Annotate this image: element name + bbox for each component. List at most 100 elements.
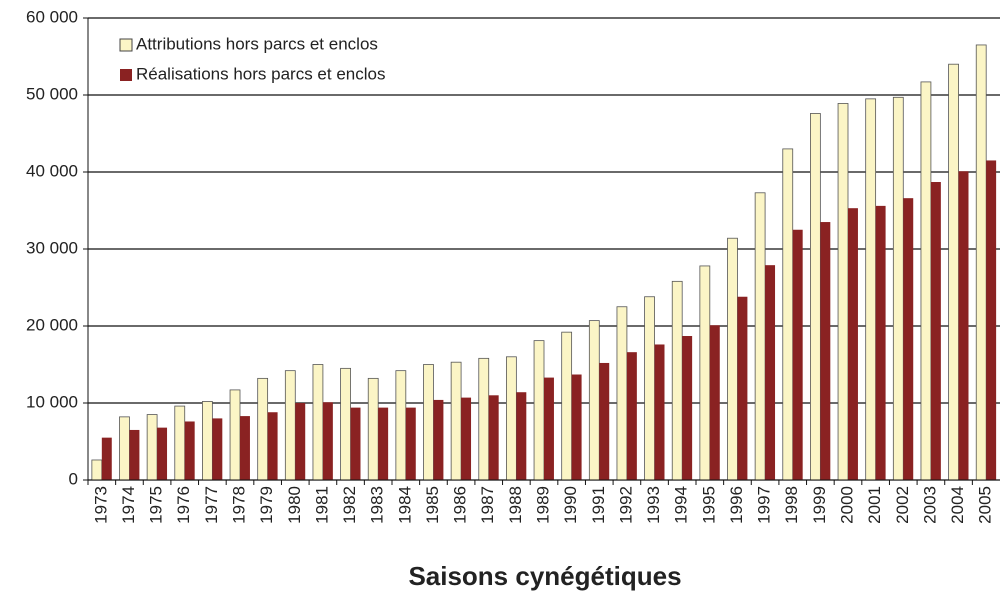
bar [865, 98, 877, 481]
bar [506, 356, 517, 481]
bar [644, 296, 655, 481]
x-axis-title: Saisons cynégétiques [408, 561, 681, 591]
bar [423, 364, 434, 481]
bar [340, 367, 351, 481]
x-tick-label: 2002 [893, 486, 912, 524]
legend-label: Attributions hors parcs et enclos [136, 34, 378, 53]
bar [626, 352, 637, 480]
bar [892, 96, 904, 481]
bar [848, 208, 858, 480]
bar [212, 418, 223, 480]
bar [284, 370, 296, 481]
bar [157, 427, 168, 480]
bar [903, 198, 914, 480]
bar [975, 44, 987, 481]
y-tick-label: 60 000 [26, 7, 78, 26]
bar [699, 265, 711, 481]
x-tick-label: 1981 [312, 486, 331, 524]
bar [958, 171, 969, 481]
legend-swatch [119, 38, 133, 52]
y-tick-label: 30 000 [26, 238, 78, 257]
bar [312, 364, 324, 481]
x-tick-label: 1986 [451, 486, 470, 524]
y-tick-label: 40 000 [26, 161, 78, 180]
bar [837, 103, 849, 481]
x-tick-label: 2004 [948, 486, 967, 524]
x-tick-label: 1985 [423, 486, 442, 524]
x-tick-label: 1984 [395, 486, 414, 524]
bar [920, 81, 932, 481]
bar [875, 205, 886, 480]
bar [588, 320, 600, 481]
bar [378, 407, 389, 480]
x-tick-label: 2001 [865, 486, 884, 524]
bar [737, 296, 748, 480]
bar [202, 401, 213, 481]
x-tick-label: 1993 [644, 486, 663, 524]
bar [240, 416, 250, 480]
bar [395, 370, 407, 481]
bar [709, 325, 720, 480]
bar [433, 399, 444, 480]
x-tick-label: 2003 [920, 486, 939, 524]
bar [229, 389, 241, 481]
bar [986, 160, 997, 480]
bar [792, 229, 803, 480]
bar [257, 377, 269, 481]
y-tick-label: 50 000 [26, 84, 78, 103]
bar [561, 331, 573, 481]
bar [267, 412, 278, 480]
x-tick-label: 1975 [147, 486, 166, 524]
bar [599, 362, 610, 480]
x-tick-label: 1976 [174, 486, 193, 524]
bar [405, 407, 416, 480]
y-tick-label: 10 000 [26, 392, 78, 411]
x-tick-label: 2005 [976, 486, 995, 524]
bar [544, 377, 554, 480]
bar [810, 113, 821, 481]
y-tick-label: 0 [69, 469, 78, 488]
bar [948, 63, 959, 481]
x-tick-label: 1989 [533, 486, 552, 524]
bar [682, 336, 693, 480]
bar [350, 407, 361, 480]
bar [930, 182, 941, 480]
bar [146, 414, 158, 481]
bar [478, 357, 490, 481]
x-tick-label: 1990 [561, 486, 580, 524]
bar [129, 429, 140, 480]
x-tick-label: 1980 [285, 486, 304, 524]
legend-label: Réalisations hors parcs et enclos [136, 64, 385, 83]
x-tick-label: 1995 [699, 486, 718, 524]
x-tick-label: 1983 [368, 486, 387, 524]
bar [533, 340, 545, 481]
x-tick-label: 1991 [589, 486, 608, 524]
x-tick-label: 1982 [340, 486, 359, 524]
bar [174, 405, 186, 481]
bar [754, 192, 766, 481]
bar [727, 237, 738, 481]
x-tick-label: 1996 [727, 486, 746, 524]
bar [765, 265, 776, 480]
x-tick-label: 1999 [810, 486, 829, 524]
bar [322, 402, 333, 480]
bar [488, 395, 499, 480]
x-tick-label: 1994 [672, 486, 691, 524]
bar [782, 148, 794, 481]
bar [461, 397, 472, 480]
x-tick-label: 1987 [478, 486, 497, 524]
bar [654, 344, 665, 480]
x-tick-label: 2000 [837, 486, 856, 524]
bar [119, 416, 130, 481]
bar [184, 421, 195, 480]
bar [367, 377, 379, 481]
x-tick-label: 1988 [506, 486, 525, 524]
bar [450, 361, 462, 481]
x-tick-label: 1974 [119, 486, 138, 524]
x-tick-label: 1977 [202, 486, 221, 524]
bar [671, 280, 683, 481]
x-tick-label: 1998 [782, 486, 801, 524]
bar [91, 459, 103, 481]
x-tick-label: 1973 [91, 486, 110, 524]
